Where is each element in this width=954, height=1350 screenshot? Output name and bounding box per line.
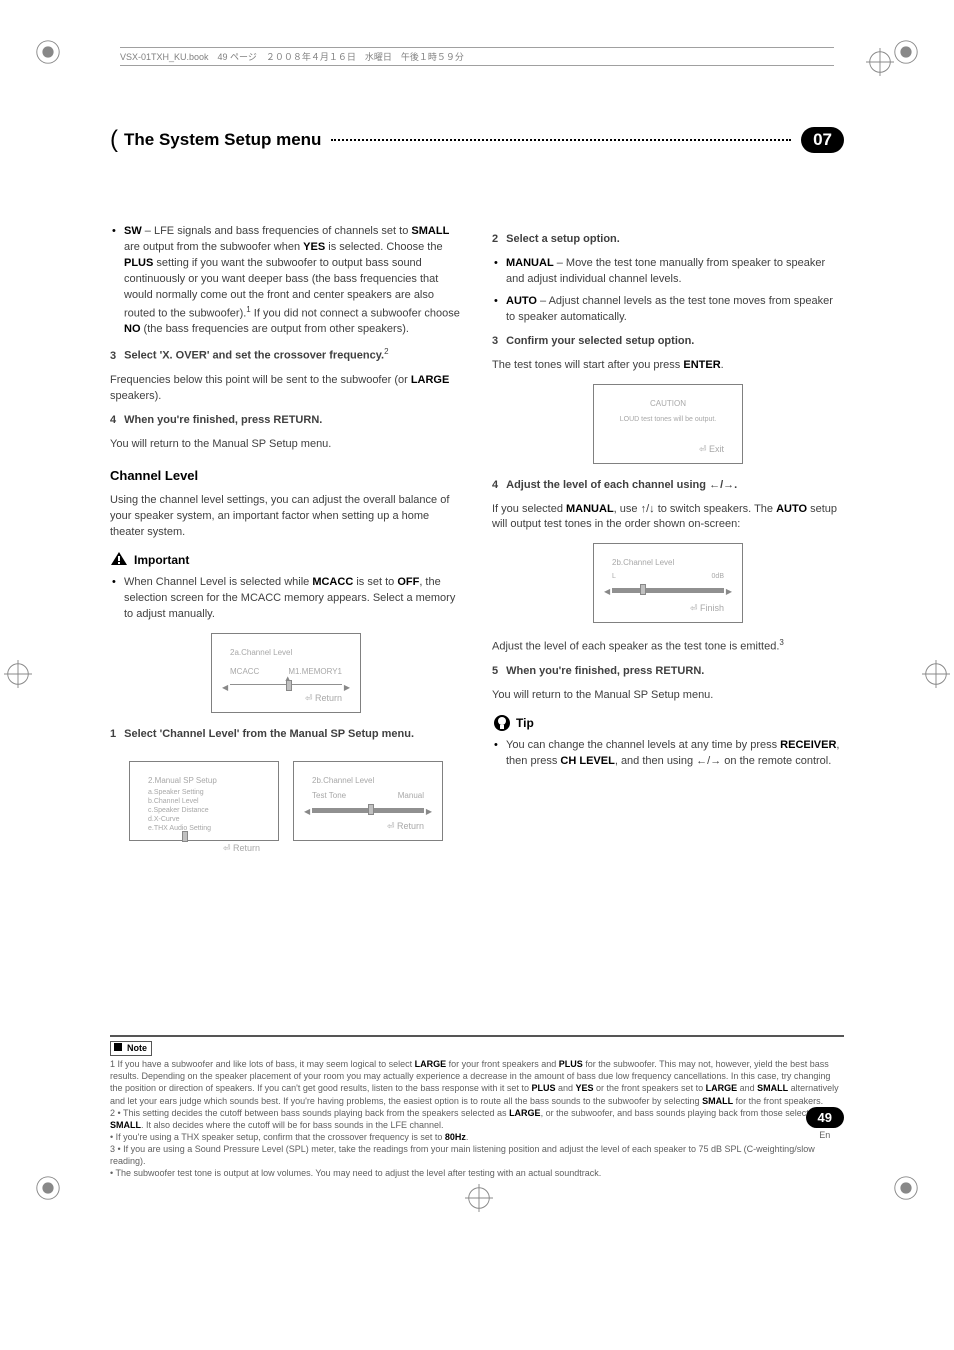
step-2-select-setup: 2Select a setup option. [492,232,844,248]
auto-option-item: AUTO – Adjust channel levels as the test… [506,294,844,326]
important-item: When Channel Level is selected while MCA… [124,575,462,623]
right-column: 2Select a setup option. MANUAL – Move th… [492,224,844,855]
bracket-icon: ( [110,126,118,154]
chapter-title: The System Setup menu [124,130,321,150]
footnote-2: 2 • This setting decides the cutoff betw… [110,1107,844,1131]
tip-icon [492,714,510,732]
chapter-title-bar: ( The System Setup menu 07 [110,126,844,154]
step-4-adjust-level: 4Adjust the level of each channel using … [492,478,844,494]
step-5-return: 5When you're finished, press RETURN. [492,664,844,680]
footnote-3b: • The subwoofer test tone is output at l… [110,1167,844,1179]
book-file-header: VSX-01TXH_KU.book 49 ページ ２００８年４月１６日 水曜日 … [120,50,834,66]
pencil-icon [113,1042,123,1055]
step-4-return: 4When you're finished, press RETURN. [110,413,462,429]
footnote-3: 3 • If you are using a Sound Pressure Le… [110,1143,844,1167]
step-4-body: You will return to the Manual SP Setup m… [110,437,462,453]
important-icon [110,551,128,569]
title-dotted-line [331,139,791,141]
step-1-select-channel-level: 1Select 'Channel Level' from the Manual … [110,727,462,743]
step-4-adjust-body: If you selected MANUAL, use ↑/↓ to switc… [492,502,844,534]
step-3-confirm-body: The test tones will start after you pres… [492,358,844,374]
footnotes: Note 1 If you have a subwoofer and like … [110,1035,844,1180]
step-3-xover: 3Select 'X. OVER' and set the crossover … [110,346,462,365]
screen-mcacc-memory: 2a.Channel Level MCACCM1.MEMORY1 ▲◀▶ ⏎ R… [211,633,361,713]
footnote-2b: • If you're using a THX speaker setup, c… [110,1131,844,1143]
footnote-1: 1 If you have a subwoofer and like lots … [110,1058,844,1107]
channel-level-heading: Channel Level [110,467,462,486]
important-label: Important [110,551,462,569]
manual-option-item: MANUAL – Move the test tone manually fro… [506,256,844,288]
screen-manual-sp-setup: 2.Manual SP Setup a.Speaker Setting b.Ch… [129,761,279,841]
step-3-body: Frequencies below this point will be sen… [110,373,462,405]
step-3-confirm: 3Confirm your selected setup option. [492,334,844,350]
screen-channel-level-testtone: 2b.Channel Level Test ToneManual ◀▶ ⏎ Re… [293,761,443,841]
screen-channel-level-adjust: 2b.Channel Level L0dB ◀▶ ⏎ Finish [593,543,743,623]
note-badge: Note [110,1041,152,1056]
tip-label: Tip [492,714,844,732]
step-5-body: You will return to the Manual SP Setup m… [492,688,844,704]
sw-bullet-item: SW – LFE signals and bass frequencies of… [124,224,462,338]
tip-item: You can change the channel levels at any… [506,738,844,770]
adjust-level-note: Adjust the level of each speaker as the … [492,637,844,656]
chapter-number-badge: 07 [801,127,844,153]
channel-level-body: Using the channel level settings, you ca… [110,493,462,541]
left-column: SW – LFE signals and bass frequencies of… [110,224,462,855]
page-number: 49 En [806,1107,844,1140]
screen-caution: CAUTION LOUD test tones will be output. … [593,384,743,464]
